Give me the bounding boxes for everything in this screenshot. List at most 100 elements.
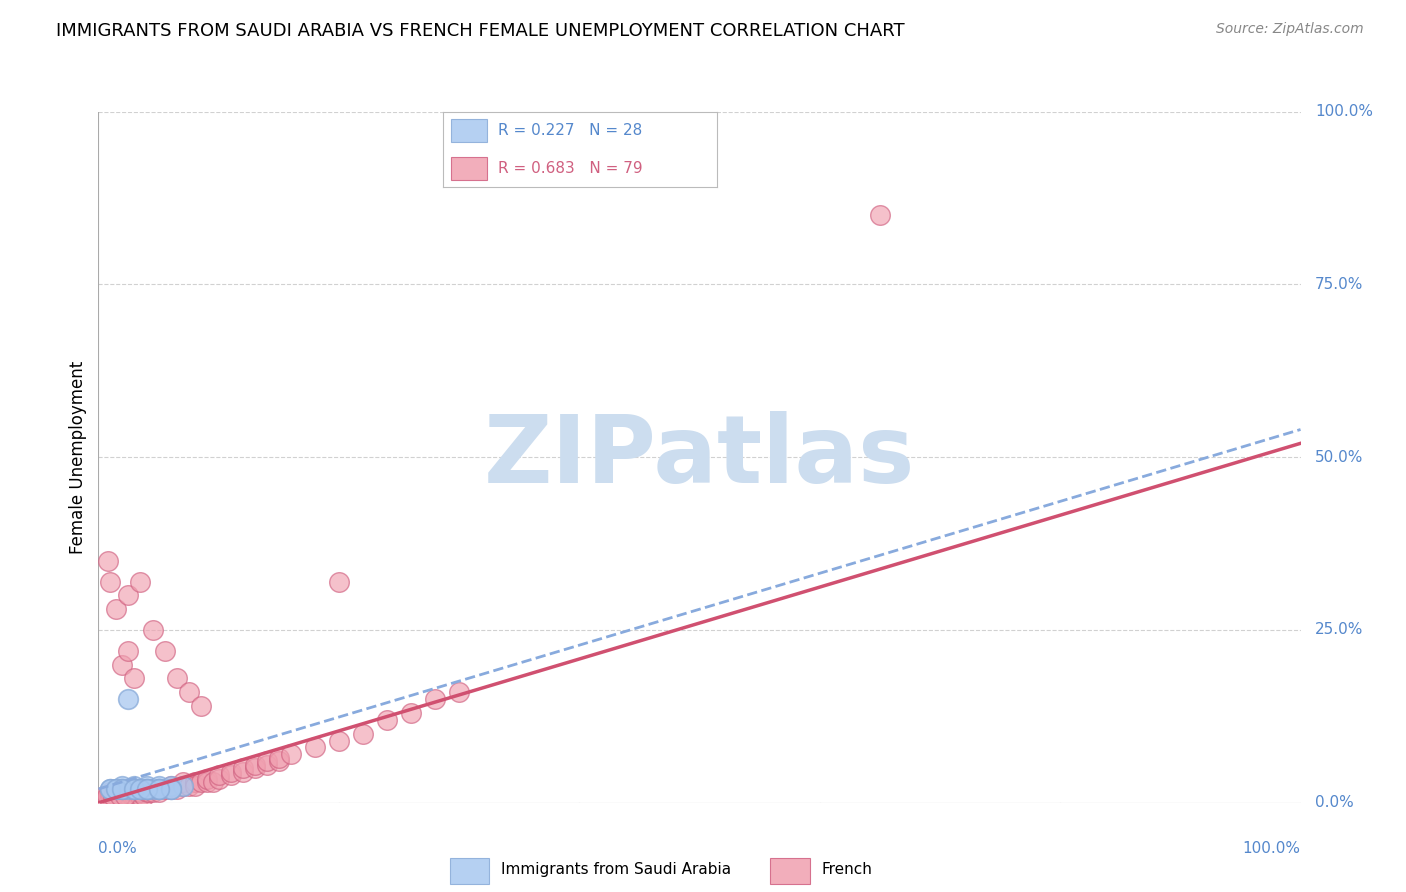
Point: [219, 764, 242, 779]
Point: [117, 785, 139, 799]
Point: [135, 781, 157, 797]
Point: [100, 785, 122, 799]
Point: [399, 706, 422, 720]
Point: [135, 785, 157, 799]
Point: [97, 789, 120, 803]
Bar: [451, 119, 486, 142]
Point: [93, 789, 115, 803]
Text: 100.0%: 100.0%: [1315, 104, 1374, 119]
Point: [869, 208, 891, 222]
Point: [280, 747, 302, 762]
Point: [100, 789, 122, 803]
Point: [243, 761, 266, 775]
Point: [148, 781, 170, 797]
Point: [114, 789, 136, 803]
Bar: [770, 858, 810, 884]
Point: [111, 781, 134, 797]
Point: [267, 755, 290, 769]
Point: [159, 781, 181, 797]
Point: [148, 779, 170, 793]
Point: [172, 779, 194, 793]
Point: [111, 781, 134, 797]
Point: [129, 781, 152, 797]
Point: [124, 785, 146, 799]
Point: [375, 713, 398, 727]
Text: Immigrants from Saudi Arabia: Immigrants from Saudi Arabia: [501, 863, 731, 877]
Point: [101, 789, 124, 803]
Text: R = 0.227   N = 28: R = 0.227 N = 28: [498, 123, 643, 138]
Point: [243, 757, 266, 772]
Point: [172, 775, 194, 789]
Point: [124, 779, 146, 793]
Point: [447, 685, 470, 699]
Point: [124, 789, 146, 803]
Point: [328, 733, 350, 747]
Point: [111, 789, 134, 803]
Point: [100, 574, 122, 589]
Point: [111, 785, 134, 799]
Point: [267, 751, 290, 765]
Point: [232, 764, 254, 779]
Text: Source: ZipAtlas.com: Source: ZipAtlas.com: [1216, 22, 1364, 37]
Text: IMMIGRANTS FROM SAUDI ARABIA VS FRENCH FEMALE UNEMPLOYMENT CORRELATION CHART: IMMIGRANTS FROM SAUDI ARABIA VS FRENCH F…: [56, 22, 905, 40]
Point: [135, 781, 157, 797]
Point: [124, 781, 146, 797]
Point: [125, 785, 148, 799]
Point: [190, 775, 212, 789]
Point: [135, 781, 157, 797]
Point: [183, 779, 205, 793]
Point: [105, 789, 128, 803]
Point: [148, 785, 170, 799]
Point: [172, 779, 194, 793]
Point: [183, 775, 205, 789]
Point: [148, 781, 170, 797]
Text: 25.0%: 25.0%: [1315, 623, 1364, 638]
Point: [135, 781, 157, 797]
Point: [304, 740, 326, 755]
Point: [105, 781, 128, 797]
Point: [129, 781, 152, 797]
Point: [159, 781, 181, 797]
Point: [148, 781, 170, 797]
Point: [117, 644, 139, 658]
Point: [141, 785, 163, 799]
Point: [166, 781, 188, 797]
Point: [124, 781, 146, 797]
Point: [256, 755, 278, 769]
Point: [124, 671, 146, 685]
Point: [256, 757, 278, 772]
Text: 100.0%: 100.0%: [1243, 841, 1301, 855]
Point: [423, 692, 446, 706]
Point: [105, 602, 128, 616]
Point: [190, 699, 212, 714]
Point: [219, 768, 242, 782]
Point: [129, 574, 152, 589]
Point: [201, 775, 224, 789]
Point: [195, 775, 218, 789]
Point: [232, 761, 254, 775]
Point: [141, 623, 163, 637]
Point: [159, 781, 181, 797]
Bar: [451, 157, 486, 179]
Point: [177, 779, 200, 793]
Point: [97, 554, 120, 568]
Point: [105, 785, 128, 799]
Point: [208, 772, 231, 786]
Point: [124, 781, 146, 797]
Point: [114, 789, 136, 803]
Point: [96, 789, 118, 803]
Point: [100, 781, 122, 797]
Text: ZIPatlas: ZIPatlas: [484, 411, 915, 503]
Text: French: French: [821, 863, 872, 877]
Text: 75.0%: 75.0%: [1315, 277, 1364, 292]
Bar: [450, 858, 489, 884]
Point: [208, 768, 231, 782]
Point: [108, 789, 131, 803]
Point: [111, 779, 134, 793]
Point: [166, 671, 188, 685]
Point: [111, 657, 134, 672]
Point: [101, 789, 124, 803]
Point: [121, 789, 143, 803]
Point: [132, 789, 155, 803]
Point: [352, 726, 374, 740]
